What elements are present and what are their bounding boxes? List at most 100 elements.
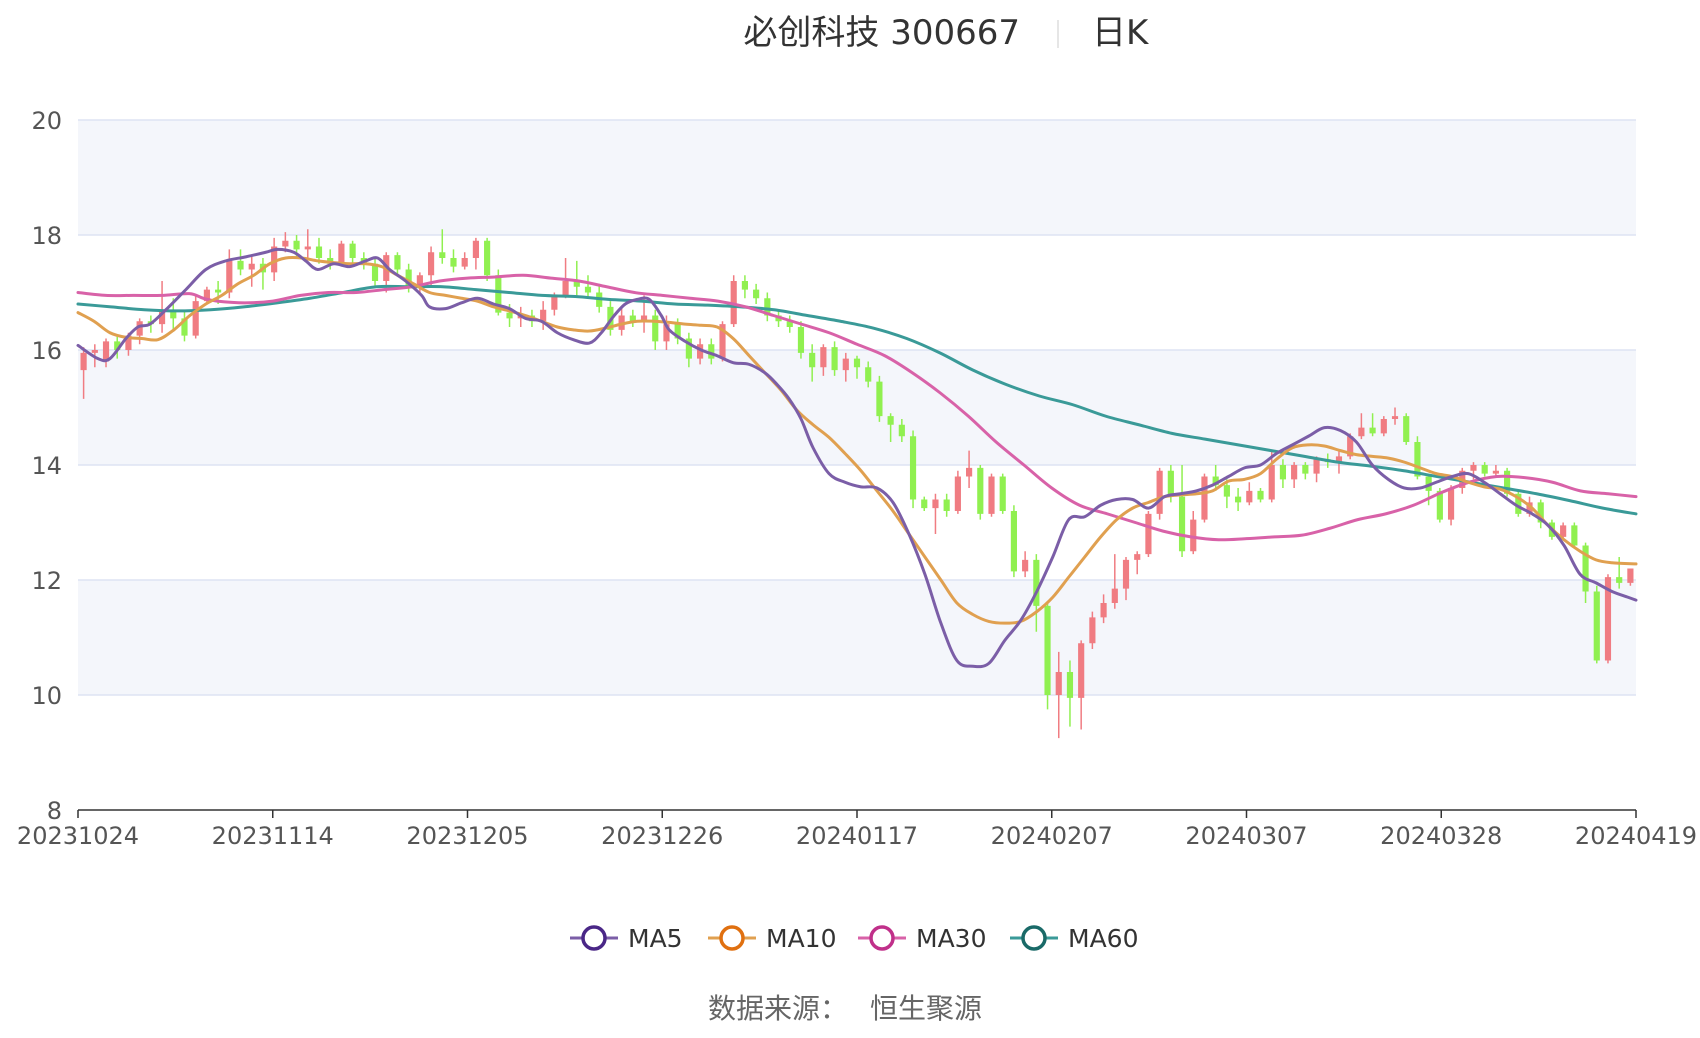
candle-body (1447, 488, 1455, 520)
candle-body (1134, 554, 1141, 560)
candle-up (1022, 551, 1029, 578)
candle-body (1313, 459, 1320, 474)
legend-marker (719, 925, 745, 951)
candle-body (1537, 502, 1544, 523)
y-tick-label: 10 (31, 682, 62, 710)
candle-body (1291, 465, 1298, 480)
candle-up (102, 338, 110, 368)
candle-down (1537, 499, 1544, 529)
candle-body (1145, 513, 1152, 555)
candle-body (921, 499, 928, 509)
candle-body (943, 499, 950, 511)
source-label: 数据来源： (708, 992, 848, 1025)
candle-body (1414, 442, 1421, 477)
candle-body (484, 240, 491, 276)
candle-down (1010, 505, 1018, 578)
candle-body (1492, 470, 1499, 474)
candle-up (1111, 554, 1118, 609)
candle-body (1380, 419, 1387, 434)
candle-body (1302, 465, 1309, 474)
candle-body (551, 295, 558, 310)
candle-body (315, 246, 323, 258)
candle-body (1470, 465, 1477, 471)
candle-down (1257, 488, 1264, 503)
candle-down (584, 275, 592, 299)
candle-up (136, 318, 143, 345)
candle-up (203, 286, 210, 304)
candle-body (1627, 568, 1634, 583)
legend-item-ma30: MA30 (858, 924, 986, 953)
candle-body (271, 246, 278, 273)
candle-down (259, 258, 267, 290)
candle-up (158, 281, 166, 333)
candle-up (1122, 557, 1130, 601)
candle-body (809, 352, 816, 368)
candle-body (102, 341, 110, 362)
candle-body (114, 341, 121, 350)
candle-down (114, 335, 121, 359)
ma30-line (76, 273, 1638, 542)
candle-body (1022, 559, 1029, 572)
candle-up (1134, 551, 1141, 575)
candle-body (416, 275, 423, 287)
candle-body (450, 258, 457, 267)
candle-down (741, 275, 748, 299)
candle-body (338, 243, 345, 264)
candle-down (237, 249, 244, 276)
candle-body (999, 476, 1006, 511)
candle-body (640, 315, 648, 322)
y-tick-label: 8 (47, 797, 62, 825)
candle-body (876, 381, 883, 417)
candle-body (1167, 470, 1174, 497)
legend-item-ma5: MA5 (570, 924, 683, 953)
y-tick-label: 20 (31, 107, 62, 135)
x-tick-label: 20240207 (991, 822, 1113, 850)
candle-up (1560, 522, 1567, 540)
candle-down (1178, 465, 1186, 557)
legend-marker (869, 925, 895, 951)
candle-down (1223, 479, 1230, 509)
candle-down (1235, 488, 1242, 511)
candle-up (80, 347, 87, 399)
candle-body (797, 327, 805, 353)
x-tick-label: 20240328 (1380, 822, 1502, 850)
candle-body (898, 424, 905, 437)
candle-body (573, 281, 580, 287)
candle-body (80, 352, 87, 371)
candle-body (674, 324, 681, 339)
candle-body (1391, 416, 1399, 419)
candle-up (1190, 511, 1197, 555)
candle-down (708, 338, 715, 365)
candle-down (394, 252, 401, 276)
candle-down (809, 344, 816, 382)
candle-body (1515, 493, 1522, 514)
candle-body (584, 286, 592, 293)
candle-body (1616, 577, 1623, 583)
candle-body (439, 252, 446, 258)
candle-body (1055, 672, 1062, 695)
candle-body (1033, 559, 1040, 606)
x-tick-label: 20240117 (796, 822, 918, 850)
candle-body (1347, 436, 1354, 457)
candle-up (461, 252, 468, 270)
candle-body (1246, 490, 1253, 503)
candle-down (1212, 465, 1219, 491)
candle-body (966, 467, 973, 477)
candle-body (708, 344, 715, 359)
candle-down (1593, 585, 1600, 664)
candle-down (876, 375, 883, 422)
candle-up (842, 352, 849, 382)
y-tick-label: 16 (31, 337, 62, 365)
legend-label: MA60 (1068, 924, 1138, 953)
candle-body (1156, 470, 1163, 514)
candle-up (1055, 651, 1062, 739)
candle-body (282, 240, 289, 247)
candle-body (1089, 617, 1096, 644)
plot-band (78, 580, 1636, 695)
candle-up (1380, 416, 1387, 437)
candle-body (1335, 456, 1343, 463)
candle-down (999, 473, 1006, 514)
candle-body (237, 260, 244, 270)
candle-down (315, 237, 323, 264)
